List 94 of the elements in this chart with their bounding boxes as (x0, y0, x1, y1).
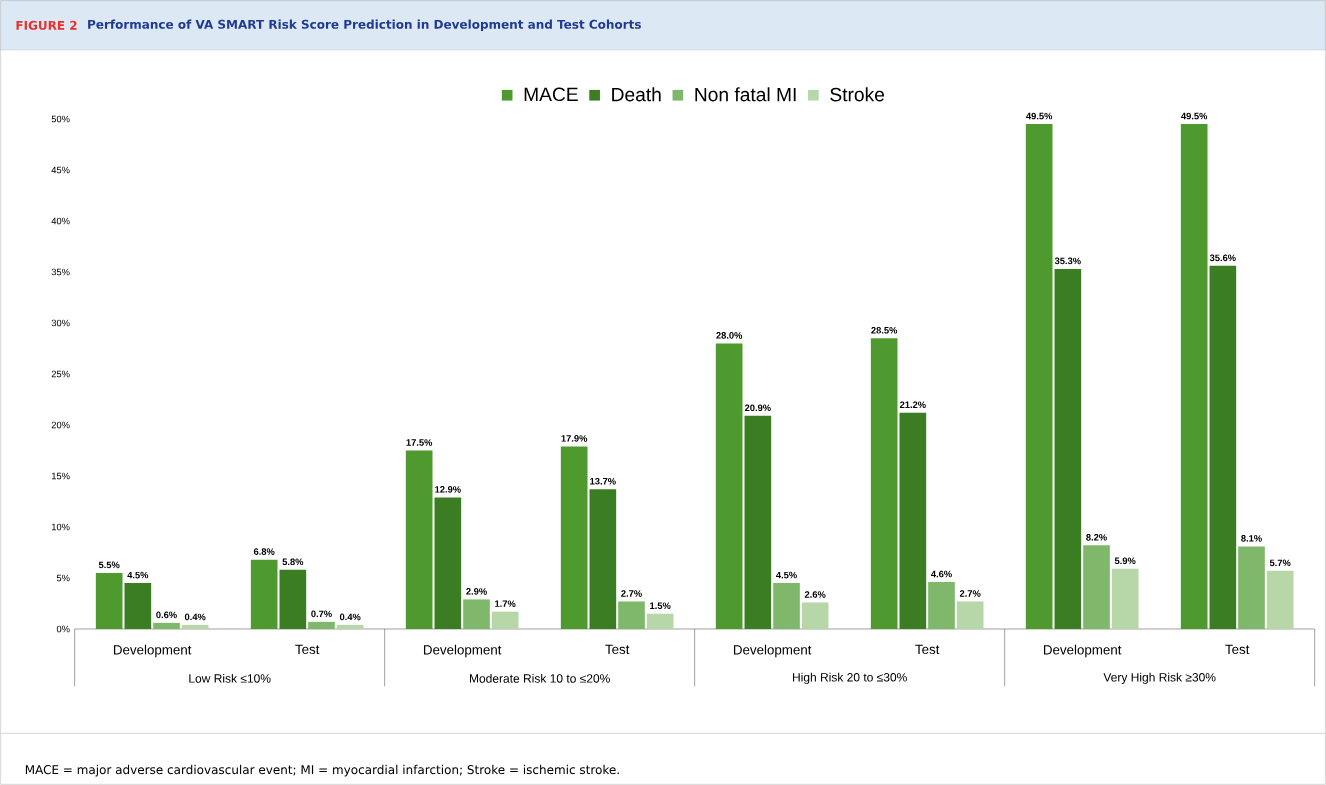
data-label: 2.7% (959, 590, 981, 597)
data-label: 21.2% (899, 401, 926, 409)
bar (744, 415, 772, 629)
x-tick-label: Test (1225, 644, 1250, 655)
bar (405, 450, 433, 629)
x-tick-label: Development (1043, 644, 1122, 658)
bar (801, 602, 829, 629)
y-tick-label: 5% (56, 574, 70, 582)
x-tick-label: Development (423, 644, 502, 658)
data-label: 49.5% (1181, 112, 1208, 120)
data-label: 0.4% (184, 613, 206, 621)
y-tick-label: 30% (51, 319, 70, 327)
y-tick-label: 10% (51, 523, 70, 531)
data-label: 5.7% (1269, 559, 1291, 567)
data-label: 49.5% (1026, 112, 1053, 120)
legend-label: Death (612, 87, 661, 102)
x-tick-label: Development (113, 644, 192, 658)
bar (124, 583, 152, 629)
data-label: 35.6% (1209, 254, 1236, 262)
data-label: 20.9% (744, 404, 771, 412)
bar (1025, 124, 1053, 629)
bar (956, 601, 984, 629)
bar (870, 338, 898, 629)
bar (1180, 124, 1208, 629)
chart-title: Performance of VA SMART Risk Score Prediction in Development and Test Cohorts (88, 19, 641, 32)
bar (1209, 265, 1237, 629)
text: High Risk 20 to ≤30% (793, 672, 907, 684)
data-label: 2.7% (621, 590, 642, 597)
caption: FIGURE 2 (16, 20, 77, 30)
bar (773, 583, 800, 629)
bar (560, 446, 588, 629)
data-label: 13.7% (590, 477, 616, 485)
bar (181, 624, 209, 629)
data-label: 4.5% (776, 571, 797, 579)
bar (1111, 568, 1139, 629)
bar (1083, 545, 1110, 629)
data-label: 17.9% (561, 435, 588, 442)
bar (491, 611, 519, 629)
bar (589, 489, 617, 629)
data-label: 0.4% (339, 613, 361, 621)
bar (95, 572, 123, 629)
bar (463, 599, 490, 629)
x-tick-label: Test (605, 644, 630, 655)
bar (899, 412, 927, 629)
data-label: 5.5% (98, 561, 120, 569)
bar (1266, 570, 1294, 629)
bar (928, 582, 955, 629)
data-label: 6.8% (253, 548, 275, 555)
data-label: 1.5% (650, 602, 671, 609)
bar (434, 497, 462, 629)
y-tick-label: 25% (51, 370, 70, 378)
data-label: 4.6% (931, 570, 952, 578)
legend-label: Non fatal MI (695, 87, 796, 102)
y-tick-label: 35% (51, 268, 70, 276)
data-label: 12.9% (435, 486, 461, 493)
bar (1054, 268, 1082, 629)
y-tick-label: 0% (56, 625, 70, 633)
y-tick-label: 45% (51, 166, 70, 174)
bar (618, 601, 645, 629)
bar (715, 343, 743, 629)
data-label: 28.5% (871, 326, 898, 334)
bar (250, 559, 278, 629)
bar (646, 613, 674, 629)
data-label: 5.9% (1114, 557, 1136, 565)
data-label: 0.7% (311, 610, 332, 618)
data-label: 5.8% (282, 558, 304, 566)
y-tick-label: 40% (51, 217, 70, 225)
data-label: 8.1% (1241, 535, 1262, 542)
bar (308, 621, 335, 629)
legend-label: MACE (524, 87, 578, 102)
data-label: 0.6% (156, 611, 177, 619)
bar (153, 622, 180, 629)
bar (1238, 546, 1265, 629)
text: MACE = major adverse cardiovascular event; MI = myocardial infarction; Stroke = ischemic stroke. (25, 764, 619, 777)
legend-label: Stroke (830, 87, 885, 102)
text: Low Risk ≤10% (189, 673, 271, 683)
data-label: 17.5% (406, 439, 433, 446)
text: Moderate Risk 10 to ≤20% (469, 673, 610, 683)
data-label: 1.7% (495, 600, 516, 607)
y-tick-label: 50% (51, 115, 70, 123)
data-label: 2.6% (804, 591, 826, 598)
y-tick-label: 20% (51, 421, 70, 429)
data-label: 2.9% (466, 588, 487, 595)
data-label: 8.2% (1086, 534, 1107, 541)
data-label: 28.0% (716, 332, 743, 339)
x-tick-label: Test (915, 644, 940, 655)
y-tick-label: 15% (51, 472, 70, 480)
data-label: 35.3% (1054, 257, 1081, 265)
x-tick-label: Test (295, 644, 320, 655)
bar (279, 569, 307, 629)
bar (336, 624, 364, 629)
text: Very High Risk ≥30% (1103, 672, 1216, 684)
x-tick-label: Development (733, 644, 812, 658)
data-label: 4.5% (127, 571, 149, 579)
